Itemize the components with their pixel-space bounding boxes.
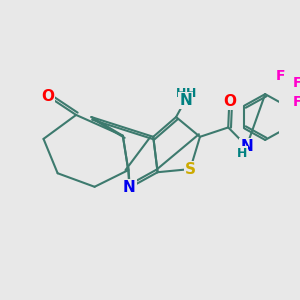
Text: O: O [41,89,54,104]
Text: H: H [176,87,186,100]
Text: F: F [293,76,300,90]
Text: H: H [186,87,197,100]
Text: S: S [185,162,196,177]
Text: H: H [236,147,247,160]
Text: O: O [223,94,236,109]
Text: N: N [123,180,136,195]
Text: N: N [240,139,253,154]
Text: F: F [293,95,300,110]
Text: N: N [179,93,192,108]
Text: F: F [276,69,285,83]
